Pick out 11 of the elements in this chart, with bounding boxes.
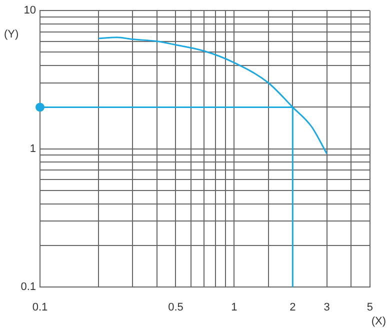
y-tick-label: 10 <box>24 4 36 17</box>
x-axis-title: (X) <box>371 316 386 328</box>
y-tick-label: 1 <box>30 142 36 155</box>
x-tick-label: 1 <box>231 302 238 314</box>
y-tick-label: 0.1 <box>20 281 36 294</box>
x-tick-label: 3 <box>324 302 330 314</box>
y-axis-title: (Y) <box>4 28 19 41</box>
x-tick-label: 0.5 <box>168 302 184 314</box>
x-tick-label: 0.1 <box>32 302 48 314</box>
x-tick-label: 2 <box>290 302 296 314</box>
x-tick-label: 5 <box>366 302 374 314</box>
